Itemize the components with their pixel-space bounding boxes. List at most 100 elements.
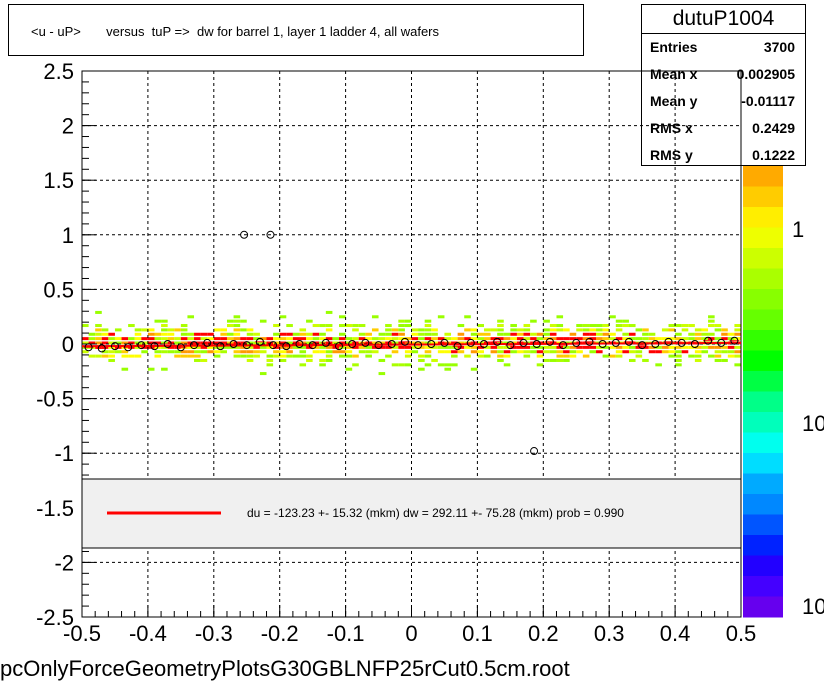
heatmap-cell <box>668 350 676 354</box>
heatmap-cell <box>385 354 392 358</box>
heatmap-cell <box>418 337 425 341</box>
heatmap-cell <box>569 332 577 336</box>
heatmap-cell <box>721 350 728 354</box>
heatmap-cell <box>655 337 662 341</box>
heatmap-cell <box>286 354 293 358</box>
heatmap-cell <box>582 324 590 328</box>
heatmap-cell <box>424 332 432 336</box>
heatmap-cell <box>503 332 511 336</box>
heatmap-cell <box>398 337 405 341</box>
heatmap-cell <box>161 319 168 323</box>
heatmap-cell <box>299 354 307 358</box>
heatmap-cell <box>279 341 287 345</box>
heatmap-cell <box>721 358 728 362</box>
heatmap-cell <box>576 350 583 354</box>
heatmap-cell <box>108 358 115 362</box>
heatmap-cell <box>530 319 537 323</box>
heatmap-cell <box>312 350 320 354</box>
heatmap-cell <box>648 332 656 336</box>
heatmap-cell <box>339 337 346 341</box>
heatmap-cell <box>516 337 524 341</box>
heatmap-cell <box>391 332 399 336</box>
y-tick-label: 1 <box>62 223 74 248</box>
heatmap-cell <box>299 328 307 332</box>
profile-point <box>137 341 146 350</box>
heatmap-cell <box>497 319 504 323</box>
outlier-point <box>530 447 539 456</box>
heatmap-cell <box>503 337 511 341</box>
stats-row-mean-x: Mean x 0.002905 <box>650 66 795 92</box>
heatmap-cell <box>147 337 155 341</box>
heatmap-cell <box>82 341 89 345</box>
heatmap-cell <box>174 350 181 354</box>
heatmap-cell <box>661 337 669 341</box>
heatmap-cell <box>536 354 544 358</box>
heatmap-cell <box>431 332 438 336</box>
heatmap-cell <box>404 354 412 358</box>
heatmap-cell <box>339 341 346 345</box>
heatmap-cell <box>708 315 715 319</box>
heatmap-cell <box>371 315 379 319</box>
heatmap-cell <box>312 345 320 349</box>
heatmap-cell <box>536 337 544 341</box>
heatmap-cell <box>121 341 129 345</box>
heatmap-cell <box>701 350 709 354</box>
heatmap-cell <box>194 337 201 341</box>
heatmap-cell <box>576 345 583 349</box>
heatmap-cell <box>213 337 221 341</box>
heatmap-cell <box>273 350 280 354</box>
stats-value: 0.002905 <box>736 66 795 82</box>
plot-title: <u - uP> versus tuP => dw for barrel 1, … <box>31 24 440 39</box>
heatmap-cell <box>404 319 412 323</box>
stats-row-rms-x: RMS x 0.2429 <box>650 120 795 146</box>
heatmap-cell <box>477 345 484 349</box>
heatmap-cell <box>259 319 267 323</box>
profile-point <box>453 342 462 351</box>
heatmap-cell <box>523 345 531 349</box>
profile-point <box>269 341 278 350</box>
profile-point <box>216 342 225 351</box>
heatmap-cell <box>418 328 425 332</box>
heatmap-cell <box>549 358 557 362</box>
heatmap-cell <box>233 350 241 354</box>
heatmap-cell <box>187 345 195 349</box>
heatmap-cell <box>161 337 168 341</box>
heatmap-cell <box>306 319 313 323</box>
profile-point <box>598 340 607 348</box>
heatmap-cell <box>391 350 399 354</box>
heatmap-cell <box>437 337 445 341</box>
heatmap-cell <box>371 328 379 332</box>
heatmap-cell <box>121 354 129 358</box>
heatmap-cell <box>523 337 531 341</box>
x-tick-label: 0 <box>405 621 417 646</box>
heatmap-cell <box>675 324 682 328</box>
colorbar-label: 10 <box>802 411 824 436</box>
profile-point <box>677 338 686 347</box>
heatmap-cell <box>490 350 498 354</box>
heatmap-cell <box>424 324 432 328</box>
heatmap-cell <box>549 345 557 349</box>
heatmap-cell <box>259 350 267 354</box>
heatmap-cell <box>563 345 570 349</box>
heatmap-cell <box>167 328 175 332</box>
heatmap-cell <box>200 350 208 354</box>
heatmap-cell <box>688 332 695 336</box>
heatmap-cell <box>628 337 636 341</box>
colorbar-segment <box>743 535 783 556</box>
heatmap-cell <box>299 332 307 336</box>
profile-point <box>150 342 159 351</box>
heatmap-cell <box>661 345 669 349</box>
heatmap-cell <box>114 337 122 341</box>
heatmap-cell <box>615 328 623 332</box>
heatmap-cell <box>727 332 735 336</box>
colorbar-segment <box>743 596 783 618</box>
heatmap-cell <box>543 319 550 323</box>
heatmap-cell <box>411 337 419 341</box>
heatmap-cell <box>727 350 735 354</box>
heatmap-cell <box>358 350 366 354</box>
heatmap-cell <box>648 345 656 349</box>
heatmap-cell <box>226 337 234 341</box>
heatmap-cell <box>622 332 629 336</box>
heatmap-cell <box>266 345 274 349</box>
x-tick-label: -0.5 <box>63 621 101 646</box>
